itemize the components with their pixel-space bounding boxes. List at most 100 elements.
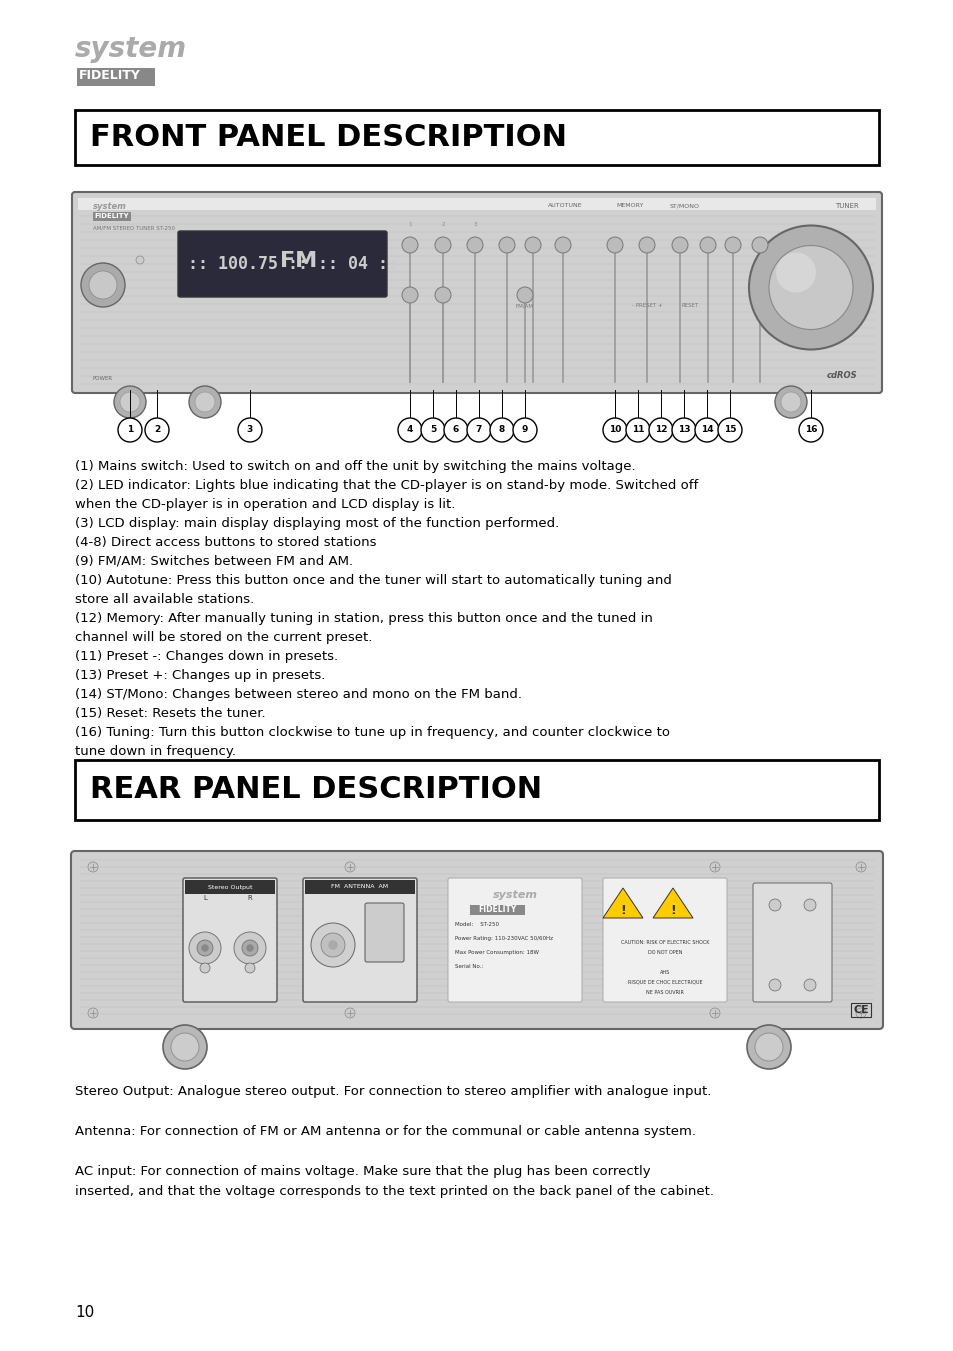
- Text: TUNER: TUNER: [835, 203, 858, 209]
- Text: (15) Reset: Resets the tuner.: (15) Reset: Resets the tuner.: [75, 707, 265, 720]
- Text: FRONT PANEL DESCRIPTION: FRONT PANEL DESCRIPTION: [90, 123, 566, 153]
- Circle shape: [490, 417, 514, 442]
- Circle shape: [171, 1034, 199, 1061]
- Text: FM  ANTENNA  AM: FM ANTENNA AM: [331, 885, 388, 889]
- Circle shape: [397, 417, 421, 442]
- Circle shape: [555, 236, 571, 253]
- Text: :: 100.75 ::: :: 100.75 ::: [188, 255, 308, 273]
- Circle shape: [768, 979, 781, 992]
- Circle shape: [648, 417, 672, 442]
- Circle shape: [700, 236, 716, 253]
- Text: :: 04 ::: :: 04 ::: [317, 255, 397, 273]
- Circle shape: [401, 236, 417, 253]
- Circle shape: [855, 1008, 865, 1019]
- Circle shape: [467, 417, 491, 442]
- Text: 2: 2: [441, 222, 444, 227]
- Text: system: system: [492, 890, 537, 900]
- Circle shape: [467, 236, 482, 253]
- Polygon shape: [652, 888, 692, 917]
- Text: (13) Preset +: Changes up in presets.: (13) Preset +: Changes up in presets.: [75, 669, 325, 682]
- Bar: [470, 905, 524, 915]
- Circle shape: [724, 236, 740, 253]
- Text: tune down in frequency.: tune down in frequency.: [75, 744, 235, 758]
- FancyBboxPatch shape: [752, 884, 831, 1002]
- Circle shape: [517, 286, 533, 303]
- Text: 6: 6: [453, 426, 458, 435]
- Circle shape: [443, 417, 468, 442]
- Circle shape: [709, 862, 720, 871]
- Text: 9: 9: [521, 426, 528, 435]
- Text: Power Rating: 110-230VAC 50/60Hz: Power Rating: 110-230VAC 50/60Hz: [455, 936, 553, 942]
- Text: REAR PANEL DESCRIPTION: REAR PANEL DESCRIPTION: [90, 775, 541, 804]
- Circle shape: [602, 417, 626, 442]
- Circle shape: [774, 386, 806, 417]
- Circle shape: [695, 417, 719, 442]
- Text: Serial No.:: Serial No.:: [455, 965, 483, 969]
- Circle shape: [189, 386, 221, 417]
- Text: FIDELITY: FIDELITY: [477, 905, 516, 915]
- Circle shape: [709, 1008, 720, 1019]
- FancyBboxPatch shape: [448, 878, 581, 1002]
- Text: RISQUE DE CHOC ELECTRIQUE: RISQUE DE CHOC ELECTRIQUE: [627, 979, 701, 985]
- Text: AHS: AHS: [659, 970, 669, 975]
- Bar: [75, 109, 878, 165]
- Text: 10: 10: [75, 1305, 94, 1320]
- Text: 3: 3: [247, 426, 253, 435]
- FancyBboxPatch shape: [71, 851, 882, 1029]
- Circle shape: [401, 286, 417, 303]
- Text: 5: 5: [430, 426, 436, 435]
- Circle shape: [799, 417, 822, 442]
- Text: cdROS: cdROS: [825, 372, 856, 380]
- Text: 13: 13: [677, 426, 690, 435]
- Circle shape: [245, 963, 254, 973]
- Circle shape: [754, 1034, 782, 1061]
- Text: NE PAS OUVRIR: NE PAS OUVRIR: [645, 990, 683, 994]
- Circle shape: [145, 417, 169, 442]
- Circle shape: [775, 253, 815, 293]
- Circle shape: [748, 226, 872, 350]
- Text: 11: 11: [631, 426, 643, 435]
- Bar: [77, 68, 154, 86]
- Text: 4: 4: [406, 426, 413, 435]
- Text: 3: 3: [473, 222, 476, 227]
- Circle shape: [89, 272, 117, 299]
- Circle shape: [163, 1025, 207, 1069]
- Circle shape: [194, 392, 214, 412]
- Text: MEMORY: MEMORY: [616, 203, 643, 208]
- Bar: [78, 199, 875, 209]
- Circle shape: [320, 934, 345, 957]
- Circle shape: [768, 246, 852, 330]
- Text: 12: 12: [654, 426, 666, 435]
- Text: (9) FM/AM: Switches between FM and AM.: (9) FM/AM: Switches between FM and AM.: [75, 555, 353, 567]
- Circle shape: [671, 236, 687, 253]
- Circle shape: [639, 236, 655, 253]
- Text: 16: 16: [804, 426, 817, 435]
- Text: L: L: [203, 894, 207, 901]
- Polygon shape: [602, 888, 642, 917]
- Text: DO NOT OPEN: DO NOT OPEN: [647, 950, 681, 955]
- Circle shape: [746, 1025, 790, 1069]
- Text: 7: 7: [476, 426, 481, 435]
- Circle shape: [311, 923, 355, 967]
- FancyBboxPatch shape: [365, 902, 403, 962]
- Text: channel will be stored on the current preset.: channel will be stored on the current pr…: [75, 631, 372, 644]
- Circle shape: [803, 898, 815, 911]
- Text: (12) Memory: After manually tuning in station, press this button once and the tu: (12) Memory: After manually tuning in st…: [75, 612, 652, 626]
- Text: RESET: RESET: [680, 303, 698, 308]
- Bar: [92, 212, 131, 222]
- Bar: [185, 880, 274, 894]
- Circle shape: [524, 236, 540, 253]
- Text: R: R: [248, 894, 253, 901]
- Text: CAUTION: RISK OF ELECTRIC SHOCK: CAUTION: RISK OF ELECTRIC SHOCK: [620, 940, 708, 944]
- Bar: [305, 880, 415, 894]
- Text: (10) Autotune: Press this button once and the tuner will start to automatically : (10) Autotune: Press this button once an…: [75, 574, 671, 586]
- Text: FIDELITY: FIDELITY: [94, 213, 129, 219]
- FancyBboxPatch shape: [183, 878, 276, 1002]
- Circle shape: [435, 236, 451, 253]
- Text: 15: 15: [723, 426, 736, 435]
- Text: FM: FM: [280, 251, 317, 272]
- Text: 1: 1: [127, 426, 133, 435]
- Text: 1: 1: [408, 222, 412, 227]
- Text: !: !: [669, 904, 675, 916]
- Circle shape: [120, 392, 140, 412]
